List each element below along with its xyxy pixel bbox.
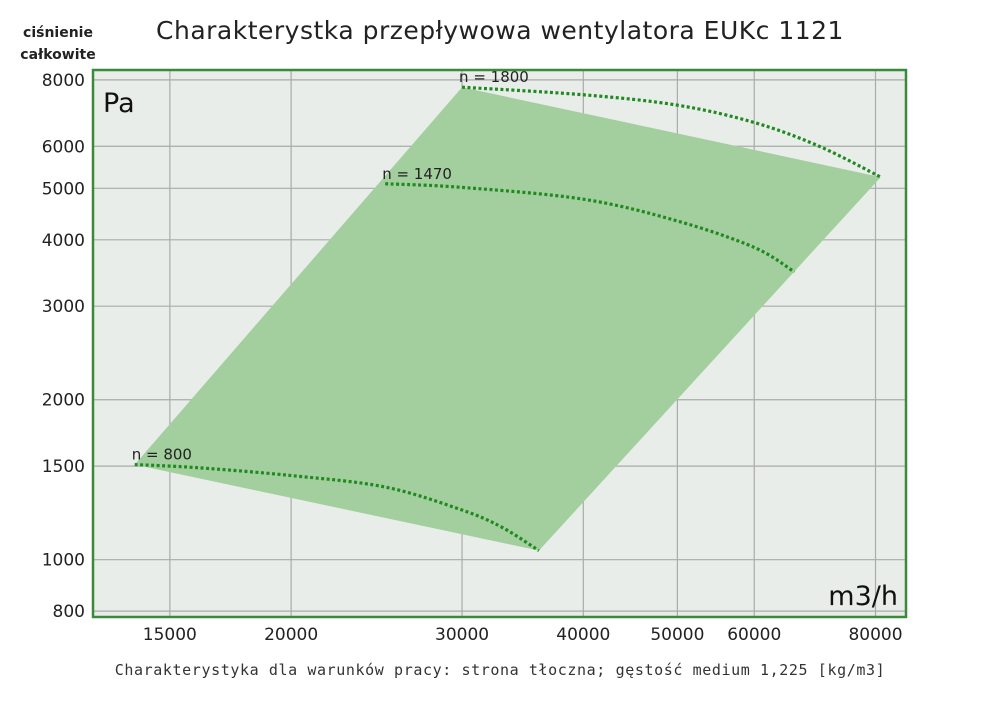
chart-title: Charakterystka przepływowa wentylatora E… — [156, 16, 844, 45]
x-tick-label: 20000 — [264, 625, 318, 645]
y-tick-label: 5000 — [42, 179, 85, 199]
rpm-label: n = 800 — [132, 446, 192, 464]
y-tick-label: 3000 — [42, 297, 85, 317]
rpm-label: n = 1800 — [459, 68, 529, 86]
plot-frame — [91, 68, 908, 619]
y-tick-label: 800 — [53, 602, 85, 622]
y-tick-label: 1000 — [42, 551, 85, 571]
footnote: Charakterystyka dla warunków pracy: stro… — [114, 661, 886, 679]
y-tick-label: 2000 — [42, 391, 85, 411]
x-tick-label: 60000 — [727, 625, 781, 645]
rpm-label: n = 1470 — [382, 165, 452, 183]
operating-area — [134, 87, 881, 551]
y-tick-label: 1500 — [42, 457, 85, 477]
x-tick-label: 80000 — [848, 625, 902, 645]
x-unit-label: m3/h — [828, 581, 898, 612]
y-unit-label: Pa — [103, 88, 135, 119]
x-tick-label: 40000 — [556, 625, 610, 645]
y-tick-label: 8000 — [42, 71, 85, 91]
rpm-curve — [461, 85, 882, 179]
y-axis-ticks: 800 1000 1500 2000 3000 4000 5000 6000 8000 — [42, 71, 85, 622]
y-axis-label: ciśnienie całkowite — [20, 25, 96, 63]
x-tick-label: 15000 — [143, 625, 197, 645]
rpm-curve — [385, 182, 796, 274]
x-tick-label: 30000 — [435, 625, 489, 645]
y-tick-label: 6000 — [42, 137, 85, 157]
x-axis-ticks: 15000 20000 30000 40000 50000 60000 80000 — [143, 625, 903, 645]
x-tick-label: 50000 — [650, 625, 704, 645]
rpm-curves — [134, 85, 882, 552]
y-tick-label: 4000 — [42, 231, 85, 251]
rpm-labels: n = 800 n = 1470 n = 1800 — [132, 68, 529, 463]
rpm-curve — [134, 462, 540, 552]
